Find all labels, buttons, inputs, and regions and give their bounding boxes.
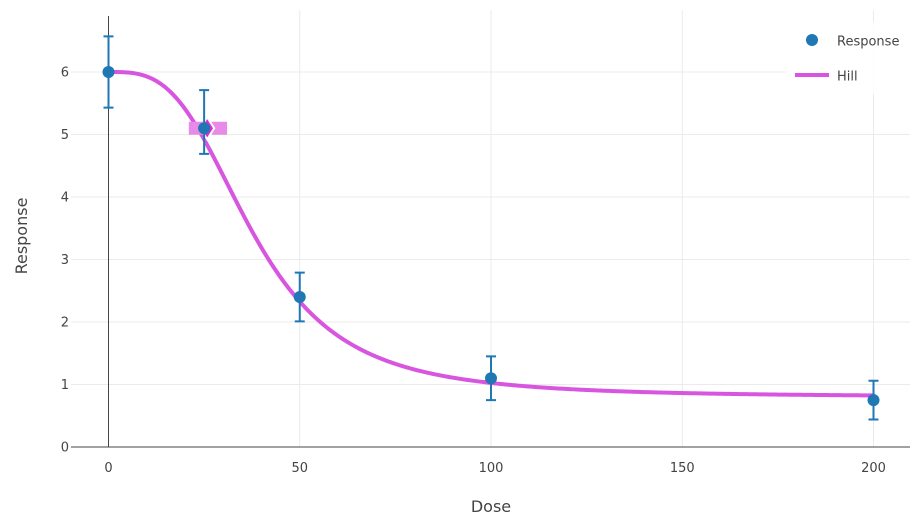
y-tick-label: 6 bbox=[61, 66, 69, 81]
y-tick-label: 3 bbox=[61, 253, 69, 268]
x-tick-label: 50 bbox=[291, 461, 308, 476]
response-point bbox=[102, 66, 115, 78]
legend-background bbox=[785, 22, 910, 94]
response-point bbox=[293, 291, 306, 303]
x-tick-label: 100 bbox=[479, 461, 504, 476]
y-axis-title: Response bbox=[12, 198, 31, 275]
x-tick-label: 150 bbox=[670, 461, 695, 476]
legend-label-hill: Hill bbox=[837, 70, 858, 85]
response-point bbox=[485, 372, 497, 385]
x-axis-title: Dose bbox=[471, 497, 511, 516]
y-tick-label: 4 bbox=[61, 191, 69, 206]
y-tick-label: 0 bbox=[61, 441, 69, 456]
x-tick-label: 0 bbox=[104, 461, 112, 476]
y-tick-label: 5 bbox=[61, 128, 69, 143]
y-tick-label: 1 bbox=[61, 378, 69, 393]
legend-marker-response bbox=[806, 34, 818, 46]
legend-label-response: Response bbox=[837, 35, 899, 50]
legend: Response Hill bbox=[785, 22, 910, 94]
x-tick-label: 200 bbox=[861, 461, 886, 476]
axes: 0 50 100 150 200 0 1 2 3 4 5 6 bbox=[61, 16, 910, 476]
response-point bbox=[867, 394, 880, 407]
response-point bbox=[198, 122, 211, 135]
marker-layer bbox=[102, 35, 880, 421]
y-tick-label: 2 bbox=[61, 316, 69, 331]
